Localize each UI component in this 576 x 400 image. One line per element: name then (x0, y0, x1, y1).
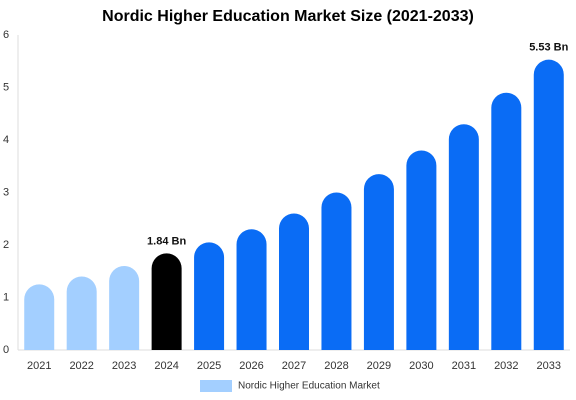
bar (448, 124, 479, 351)
bar (236, 229, 267, 350)
x-tick-label: 2028 (324, 360, 348, 372)
x-tick-label: 2021 (27, 360, 51, 372)
y-tick-label: 4 (3, 134, 9, 146)
x-tick-label: 2032 (494, 360, 518, 372)
value-label: 5.53 Bn (529, 42, 568, 54)
y-tick-label: 0 (3, 344, 9, 356)
bar (321, 192, 352, 350)
legend-swatch (200, 380, 232, 392)
x-tick-label: 2027 (282, 360, 306, 372)
legend-label: Nordic Higher Education Market (238, 381, 380, 392)
bar (24, 284, 55, 350)
x-tick-label: 2031 (452, 360, 476, 372)
bar (533, 59, 564, 350)
bar (109, 266, 140, 350)
x-tick-label: 2026 (239, 360, 263, 372)
y-tick-label: 3 (3, 186, 9, 198)
x-tick-label: 2023 (112, 360, 136, 372)
y-tick-label: 2 (3, 239, 9, 251)
x-tick-label: 2033 (537, 360, 561, 372)
x-tick-label: 2030 (409, 360, 433, 372)
bar (363, 174, 394, 350)
y-tick-label: 1 (3, 291, 9, 303)
bar (406, 150, 437, 350)
y-tick-label: 6 (3, 29, 9, 41)
y-tick-label: 5 (3, 81, 9, 93)
chart-title: Nordic Higher Education Market Size (202… (102, 8, 474, 25)
bar (151, 253, 182, 350)
value-label: 1.84 Bn (147, 235, 186, 247)
bar (491, 92, 522, 351)
bar (279, 213, 309, 350)
x-tick-label: 2022 (69, 360, 93, 372)
x-tick-label: 2029 (367, 360, 391, 372)
bar (66, 276, 97, 350)
bar (194, 242, 225, 350)
x-tick-label: 2024 (154, 360, 178, 372)
x-tick-label: 2025 (197, 360, 221, 372)
